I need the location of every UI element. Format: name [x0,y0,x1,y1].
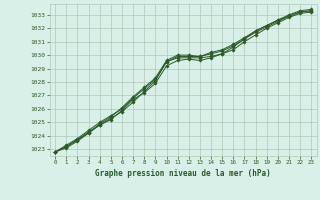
X-axis label: Graphe pression niveau de la mer (hPa): Graphe pression niveau de la mer (hPa) [95,169,271,178]
